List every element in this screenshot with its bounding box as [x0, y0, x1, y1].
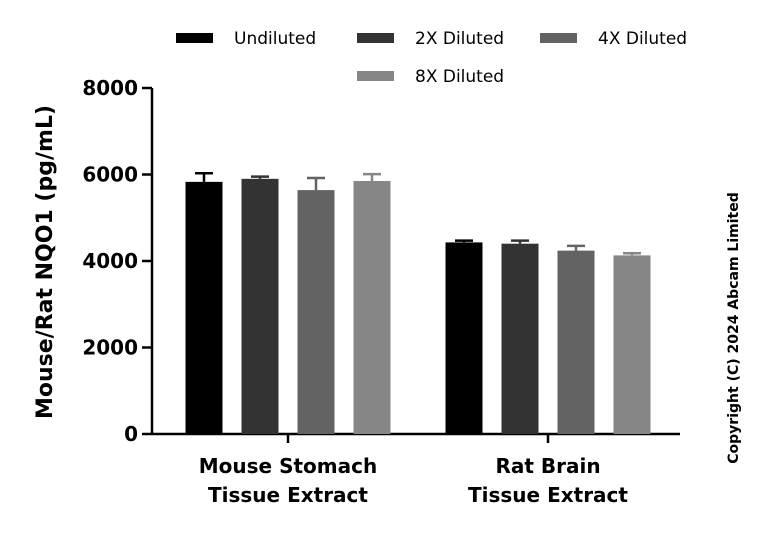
legend-swatch — [357, 71, 394, 81]
x-category-label: Rat Brain — [495, 454, 600, 478]
y-tick-label: 0 — [124, 422, 138, 446]
x-category-label: Tissue Extract — [468, 483, 628, 507]
bar — [297, 190, 335, 434]
x-axis: Mouse Stomach Tissue Extract Rat Brain Tiss… — [152, 432, 680, 507]
bar — [613, 255, 651, 434]
legend-label: Undiluted — [234, 29, 316, 49]
legend-swatch — [357, 33, 394, 43]
y-axis: 0 2000 4000 6000 8000 — [82, 76, 154, 446]
bar — [185, 181, 223, 434]
legend-swatch — [176, 33, 213, 43]
y-tick-label: 4000 — [82, 249, 138, 273]
y-tick-label: 8000 — [82, 76, 138, 100]
y-axis-label: Mouse/Rat NQO1 (pg/mL) — [33, 105, 58, 419]
legend: Undiluted 2X Diluted 4X Diluted 8X Diluted — [176, 29, 687, 87]
bar — [353, 180, 391, 434]
x-category-label: Tissue Extract — [208, 483, 368, 507]
bar — [445, 242, 483, 434]
x-category-label: Mouse Stomach — [199, 454, 377, 478]
bar — [557, 250, 595, 434]
y-tick-label: 2000 — [82, 336, 138, 360]
legend-swatch — [540, 33, 577, 43]
legend-label: 4X Diluted — [598, 29, 687, 49]
legend-label: 8X Diluted — [415, 67, 504, 87]
bars — [185, 171, 651, 434]
bar — [501, 243, 539, 434]
bar — [241, 178, 279, 434]
y-tick-label: 6000 — [82, 163, 138, 187]
legend-label: 2X Diluted — [415, 29, 504, 49]
copyright-text: Copyright (C) 2024 Abcam Limited — [726, 192, 742, 463]
